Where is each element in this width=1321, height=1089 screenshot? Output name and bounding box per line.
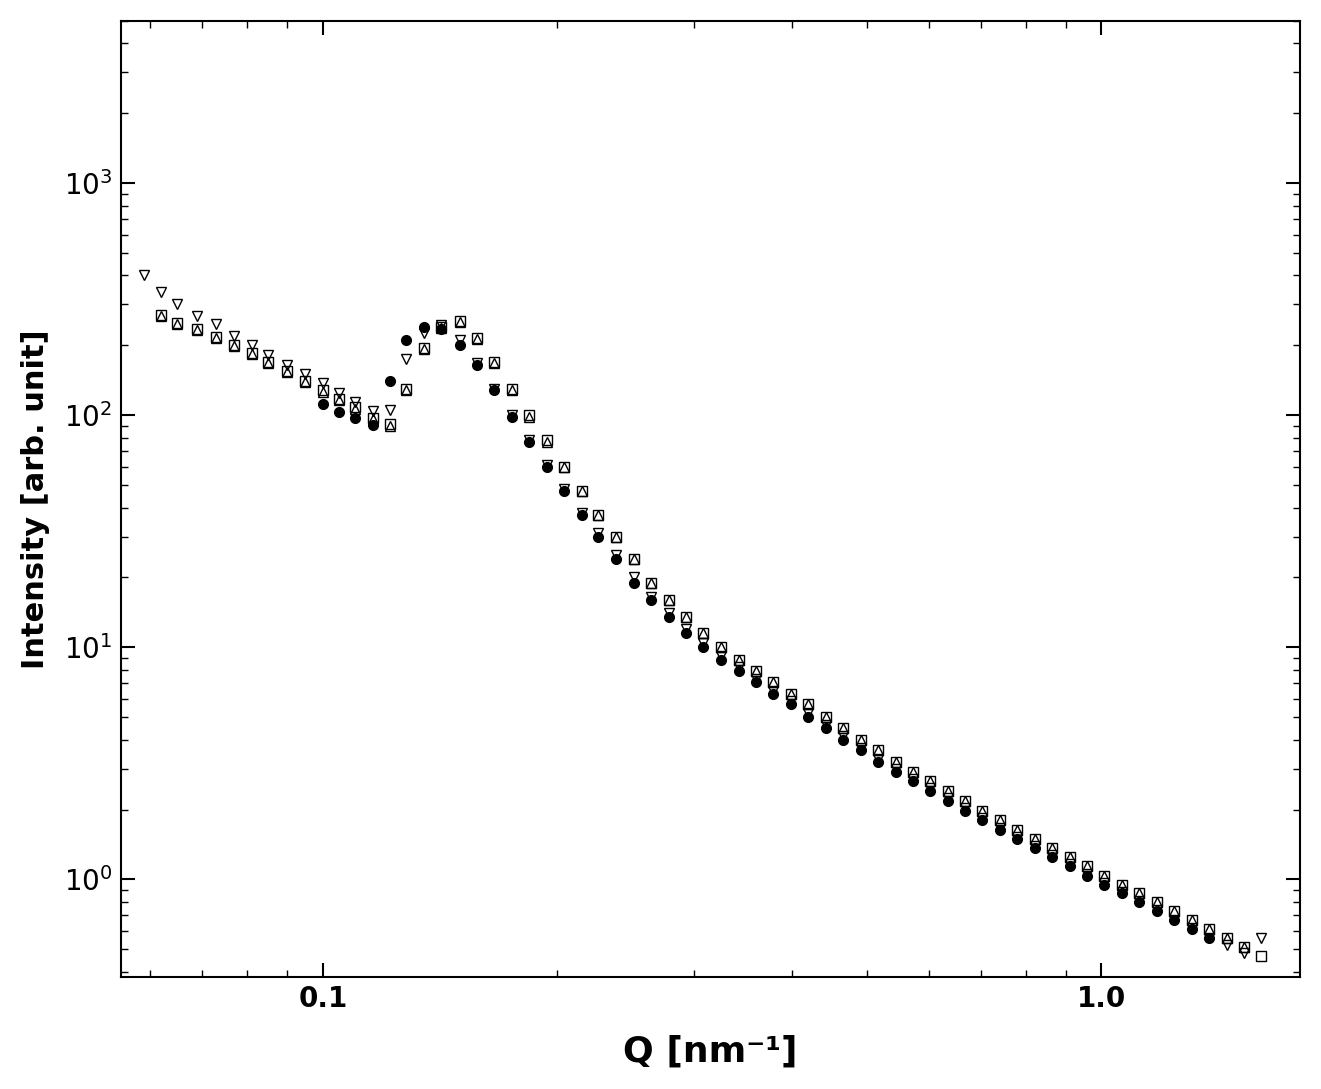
X-axis label: Q [nm⁻¹]: Q [nm⁻¹] bbox=[624, 1035, 798, 1068]
Y-axis label: Intensity [arb. unit]: Intensity [arb. unit] bbox=[21, 329, 50, 669]
